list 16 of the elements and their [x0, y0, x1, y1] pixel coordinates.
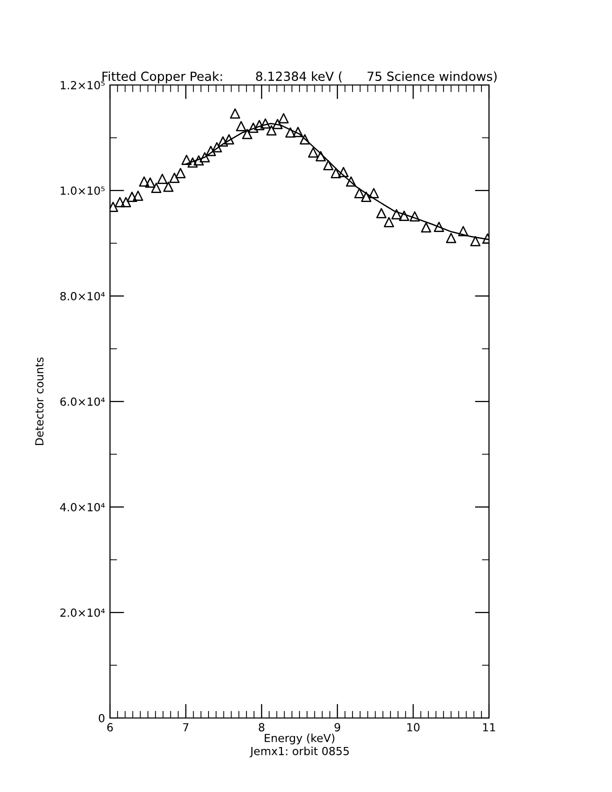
x-tick-label: 6: [107, 723, 113, 732]
y-tick-label: 6.0×10⁴: [60, 397, 105, 406]
y-axis-title: Detector counts: [35, 358, 44, 445]
x-axis-title: Energy (keV): [264, 734, 334, 744]
y-tick-label: 0: [98, 714, 104, 722]
x-tick-label: 11: [483, 723, 496, 732]
y-tick-label: 4.0×10⁴: [60, 502, 105, 512]
x-tick-label: 10: [407, 723, 420, 732]
x-tick-label: 7: [183, 723, 188, 732]
y-tick-label: 1.0×10⁵: [60, 186, 105, 195]
x-tick-label: 9: [334, 723, 340, 732]
text: Jemx1: orbit 0855: [250, 746, 349, 758]
y-tick-label: 8.0×10⁴: [60, 292, 105, 300]
x-tick-label: 8: [258, 723, 264, 732]
y-tick-label: 1.2×10⁵: [60, 80, 105, 90]
y-tick-label: 2.0×10⁴: [60, 608, 105, 617]
